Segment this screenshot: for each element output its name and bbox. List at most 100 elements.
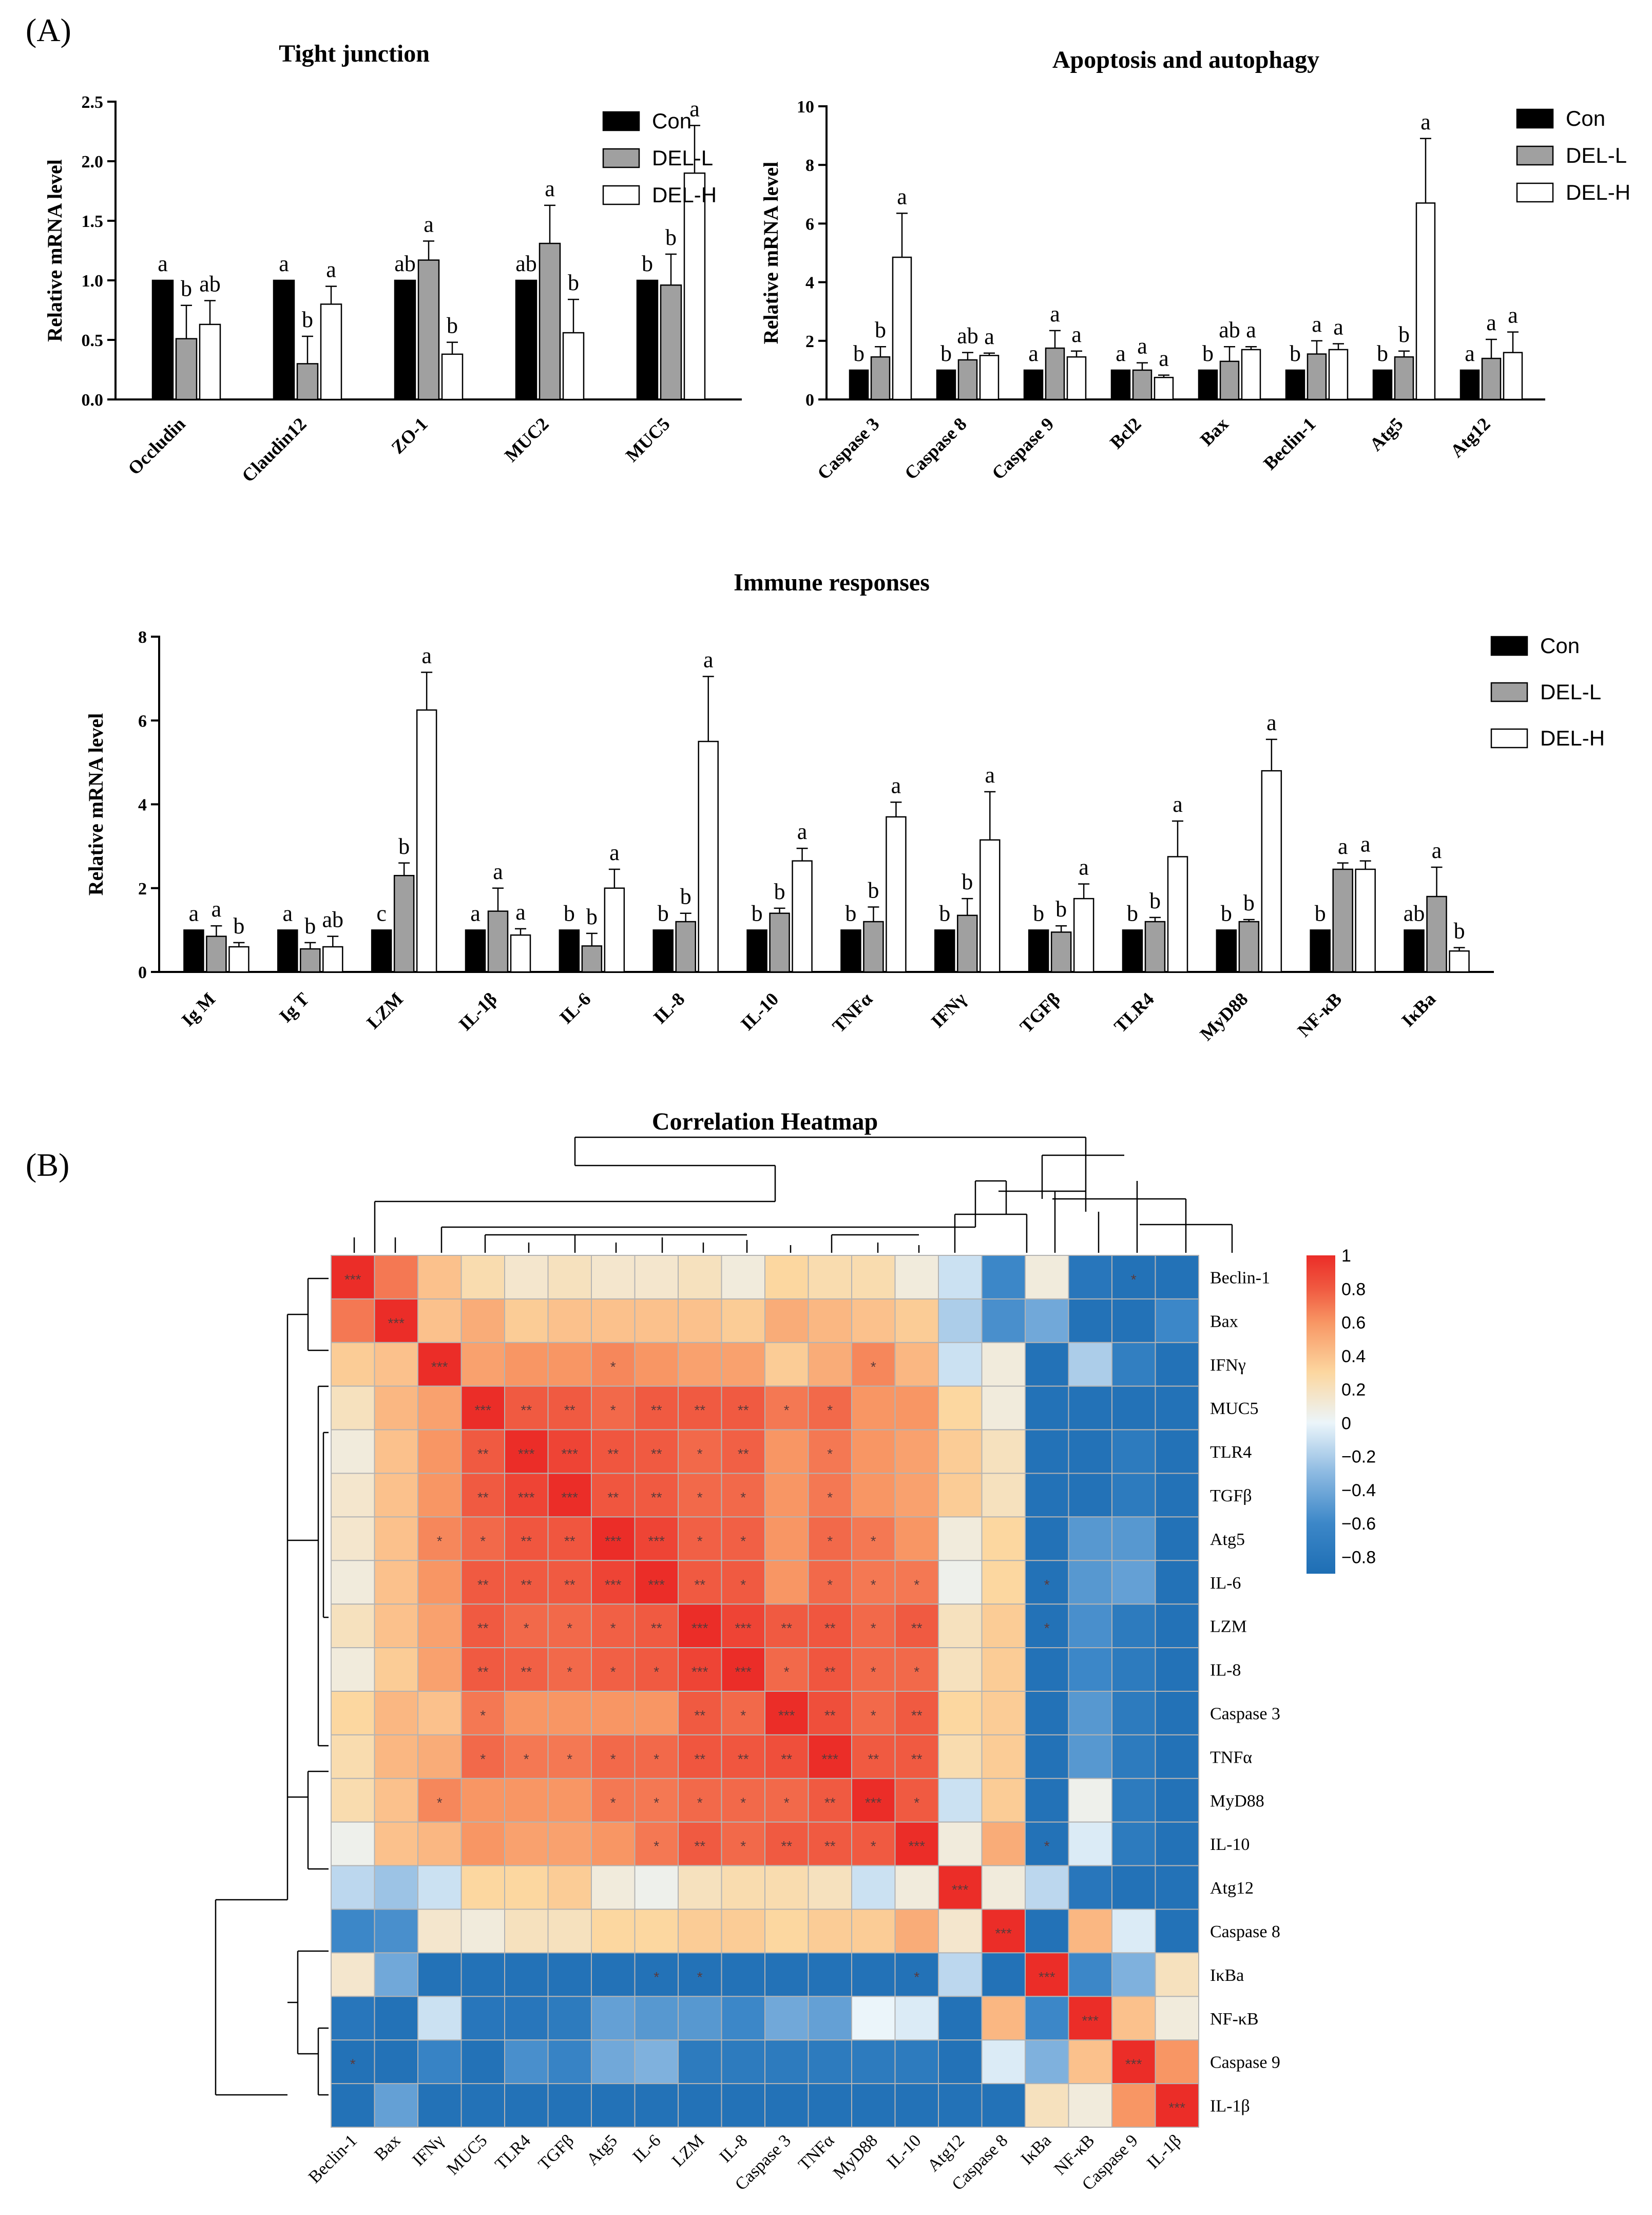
heatmap-cell — [460, 1952, 505, 1997]
legend-swatch — [1490, 636, 1528, 656]
heatmap-cell — [331, 1996, 375, 2041]
significance-stars: ** — [868, 1751, 879, 1767]
heatmap-cell — [504, 1821, 549, 1866]
bar — [746, 929, 767, 973]
heatmap-cell — [808, 1342, 852, 1387]
bar — [652, 929, 674, 973]
bar — [1307, 353, 1327, 400]
bar — [320, 303, 342, 400]
heatmap-cell — [460, 1734, 505, 1779]
bar — [1372, 369, 1393, 400]
heatmap-cell — [634, 1385, 679, 1430]
heatmap-cell — [504, 1691, 549, 1735]
significance-stars: * — [610, 1794, 616, 1810]
bar — [1394, 356, 1414, 400]
significance-stars: *** — [605, 1577, 622, 1593]
heatmap-cell — [374, 2083, 418, 2128]
heatmap-cell — [634, 1603, 679, 1649]
significance-letter: b — [845, 901, 856, 926]
heatmap-cell — [808, 1865, 852, 1910]
heatmap-cell — [1155, 1516, 1199, 1561]
significance-letter: a — [1360, 832, 1371, 857]
heatmap-cell — [764, 1298, 809, 1343]
heatmap-cell — [591, 1473, 636, 1518]
heatmap-cell — [417, 1908, 462, 1954]
significance-letter: b — [1315, 901, 1326, 926]
heatmap-cell — [851, 1342, 896, 1387]
heatmap-cell — [938, 1734, 983, 1779]
heatmap-row-label: IL-1β — [1210, 2097, 1250, 2116]
heatmap-cell — [938, 1342, 983, 1387]
significance-stars: *** — [518, 1446, 535, 1462]
heatmap-cell — [634, 1473, 679, 1518]
heatmap-cell — [764, 1734, 809, 1779]
y-tick-label: 0 — [805, 391, 814, 410]
heatmap-cell — [1111, 1298, 1156, 1343]
y-tick-label: 2.0 — [82, 152, 104, 171]
bar — [1332, 868, 1353, 973]
heatmap-cell — [938, 1385, 983, 1430]
legend-swatch — [602, 111, 640, 131]
significance-letter: b — [658, 901, 669, 926]
significance-stars: * — [524, 1620, 529, 1636]
bar — [1481, 357, 1502, 400]
significance-stars: * — [871, 1707, 876, 1723]
heatmap-cell — [1111, 1429, 1156, 1474]
bar — [863, 921, 884, 973]
heatmap-cell — [1068, 2083, 1112, 2128]
heatmap-cell — [981, 1298, 1026, 1343]
heatmap-cell — [504, 1996, 549, 2041]
heatmap-cell — [634, 1821, 679, 1866]
bar — [936, 369, 956, 400]
heatmap-cell — [678, 1734, 722, 1779]
heatmap-cell — [504, 1952, 549, 1997]
significance-stars: *** — [995, 1925, 1012, 1941]
heatmap-cell — [938, 1298, 983, 1343]
significance-stars: * — [914, 1969, 919, 1985]
heatmap-cell — [1068, 1603, 1112, 1649]
bar — [636, 279, 659, 400]
heatmap-cell — [374, 1996, 418, 2041]
heatmap-cell — [1155, 1298, 1199, 1343]
heatmap-cell — [851, 1603, 896, 1649]
heatmap-cell — [894, 1385, 939, 1430]
significance-stars: *** — [605, 1533, 622, 1549]
significance-letter: ab — [199, 271, 221, 296]
y-tick-label: 1.0 — [82, 272, 104, 291]
significance-stars: ** — [824, 1838, 836, 1854]
heatmap-cell — [591, 1996, 636, 2041]
significance-letter: b — [1398, 322, 1410, 347]
heatmap-cell — [721, 2083, 765, 2128]
heatmap-cell — [331, 2083, 375, 2128]
heatmap-cell — [1155, 1821, 1199, 1866]
heatmap-cell — [894, 2039, 939, 2085]
colorbar — [1307, 1255, 1335, 1574]
heatmap-cell — [331, 2039, 375, 2085]
heatmap-cell — [504, 1298, 549, 1343]
heatmap-cell — [1068, 1691, 1112, 1735]
significance-letter: a — [1071, 322, 1082, 347]
legend-swatch — [1516, 108, 1554, 129]
heatmap-cell — [721, 1255, 765, 1300]
heatmap-cell — [764, 1560, 809, 1605]
heatmap-row-label: Beclin-1 — [1210, 1268, 1270, 1287]
heatmap-cell — [1111, 1691, 1156, 1735]
heatmap-cell — [547, 1691, 592, 1735]
bar — [1449, 950, 1470, 973]
y-tick-label: 6 — [138, 712, 147, 731]
heatmap-cell — [331, 1778, 375, 1823]
bar — [769, 912, 790, 973]
heatmap-cell — [460, 1429, 505, 1474]
significance-stars: * — [1044, 1838, 1050, 1854]
significance-stars: * — [697, 1490, 703, 1505]
significance-stars: * — [654, 1664, 659, 1680]
legend-label: DEL-L — [1566, 143, 1627, 167]
bar — [416, 709, 437, 973]
heatmap-cell — [851, 1473, 896, 1518]
heatmap-cell — [1111, 1516, 1156, 1561]
y-axis-label: Relative mRNA level — [84, 713, 107, 895]
significance-letter: a — [891, 773, 901, 798]
significance-stars: *** — [1082, 2013, 1099, 2029]
heatmap-cell — [331, 1516, 375, 1561]
heatmap-cell — [764, 1865, 809, 1910]
